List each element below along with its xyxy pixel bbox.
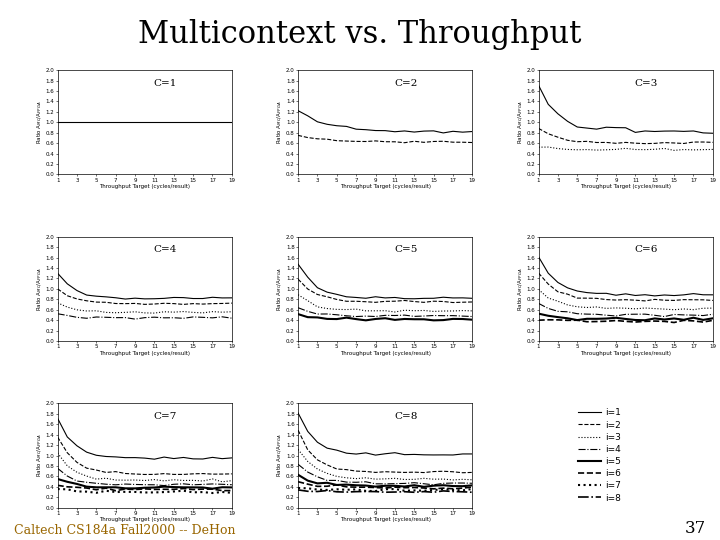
- Text: Caltech CS184a Fall2000 -- DeHon: Caltech CS184a Fall2000 -- DeHon: [14, 524, 236, 537]
- Text: C=7: C=7: [153, 412, 177, 421]
- X-axis label: Throughput Target (cycles/result): Throughput Target (cycles/result): [99, 351, 190, 356]
- Text: C=4: C=4: [153, 245, 177, 254]
- X-axis label: Throughput Target (cycles/result): Throughput Target (cycles/result): [340, 517, 431, 523]
- Y-axis label: Ratio A$_{MC}$/A$_{FPGA}$: Ratio A$_{MC}$/A$_{FPGA}$: [35, 434, 44, 477]
- Text: C=5: C=5: [394, 245, 418, 254]
- Y-axis label: Ratio A$_{MC}$/A$_{FPGA}$: Ratio A$_{MC}$/A$_{FPGA}$: [276, 100, 284, 144]
- Text: Multicontext vs. Throughput: Multicontext vs. Throughput: [138, 19, 582, 50]
- Y-axis label: Ratio A$_{MC}$/A$_{FPGA}$: Ratio A$_{MC}$/A$_{FPGA}$: [276, 267, 284, 310]
- X-axis label: Throughput Target (cycles/result): Throughput Target (cycles/result): [99, 517, 190, 523]
- X-axis label: Throughput Target (cycles/result): Throughput Target (cycles/result): [340, 184, 431, 189]
- X-axis label: Throughput Target (cycles/result): Throughput Target (cycles/result): [580, 351, 671, 356]
- Legend: i=1, i=2, i=3, i=4, i=5, i=6, i=7, i=8: i=1, i=2, i=3, i=4, i=5, i=6, i=7, i=8: [575, 405, 625, 506]
- Y-axis label: Ratio A$_{MC}$/A$_{FPGA}$: Ratio A$_{MC}$/A$_{FPGA}$: [35, 267, 44, 310]
- X-axis label: Throughput Target (cycles/result): Throughput Target (cycles/result): [340, 351, 431, 356]
- Text: C=2: C=2: [394, 78, 418, 87]
- Text: C=1: C=1: [153, 78, 177, 87]
- Text: C=6: C=6: [634, 245, 658, 254]
- Y-axis label: Ratio A$_{MC}$/A$_{FPGA}$: Ratio A$_{MC}$/A$_{FPGA}$: [516, 100, 525, 144]
- Text: C=3: C=3: [634, 78, 658, 87]
- Y-axis label: Ratio A$_{MC}$/A$_{FPGA}$: Ratio A$_{MC}$/A$_{FPGA}$: [276, 434, 284, 477]
- Text: 37: 37: [684, 521, 706, 537]
- X-axis label: Throughput Target (cycles/result): Throughput Target (cycles/result): [580, 184, 671, 189]
- Y-axis label: Ratio A$_{MC}$/A$_{FPGA}$: Ratio A$_{MC}$/A$_{FPGA}$: [35, 100, 44, 144]
- Text: C=8: C=8: [394, 412, 418, 421]
- Y-axis label: Ratio A$_{MC}$/A$_{FPGA}$: Ratio A$_{MC}$/A$_{FPGA}$: [516, 267, 525, 310]
- X-axis label: Throughput Target (cycles/result): Throughput Target (cycles/result): [99, 184, 190, 189]
